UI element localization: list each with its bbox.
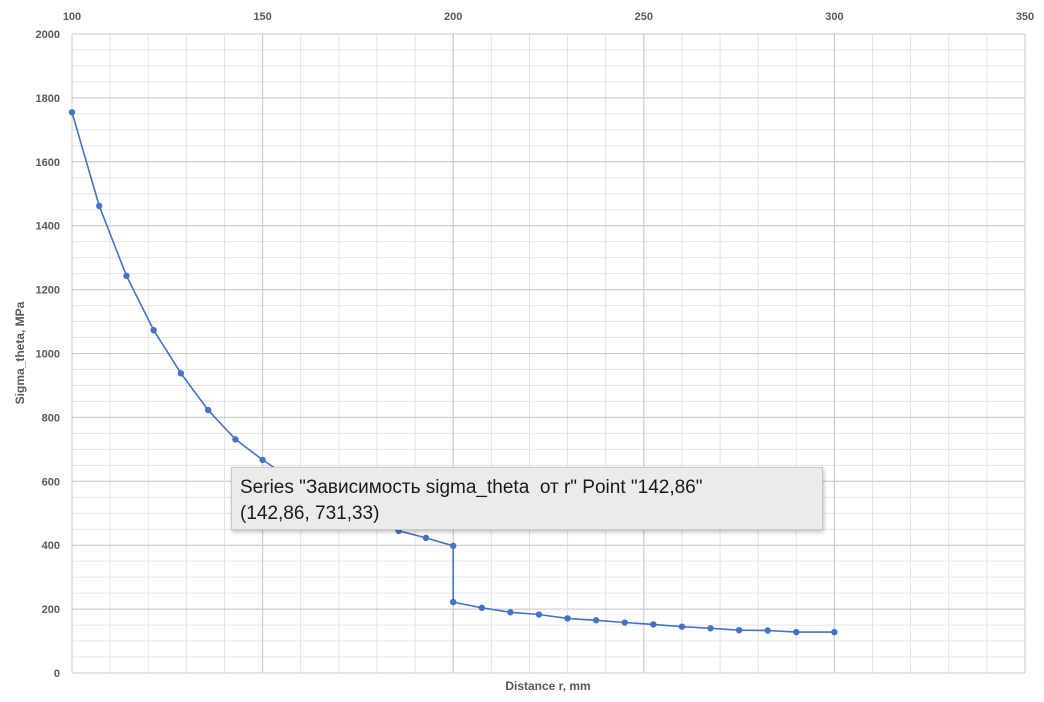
data-point[interactable] bbox=[478, 604, 485, 612]
y-tick-label: 200 bbox=[42, 604, 60, 616]
data-point-tooltip: Series "Зависимость sigma_theta от r" Po… bbox=[231, 467, 823, 530]
y-tick-label: 2000 bbox=[36, 29, 60, 41]
data-point[interactable] bbox=[592, 617, 600, 624]
tooltip-value-line: (142,86, 731,33) bbox=[240, 503, 380, 524]
y-tick-label: 1200 bbox=[36, 285, 60, 297]
data-point[interactable] bbox=[764, 627, 771, 634]
data-point[interactable] bbox=[564, 615, 571, 622]
data-point[interactable] bbox=[450, 542, 457, 550]
data-point[interactable] bbox=[68, 109, 76, 116]
y-tick-label: 1000 bbox=[36, 349, 60, 361]
data-point[interactable] bbox=[535, 611, 543, 618]
y-axis-title: Sigma_theta, MPa bbox=[13, 301, 27, 404]
data-point[interactable] bbox=[177, 370, 185, 377]
data-point[interactable] bbox=[735, 626, 743, 634]
x-tick-label: 250 bbox=[635, 11, 653, 23]
x-tick-label: 100 bbox=[63, 11, 81, 23]
y-tick-label: 0 bbox=[54, 668, 60, 680]
data-point[interactable] bbox=[450, 598, 457, 606]
data-point[interactable] bbox=[232, 436, 239, 443]
data-point[interactable] bbox=[831, 628, 838, 636]
y-tick-label: 1400 bbox=[36, 221, 60, 233]
data-point[interactable] bbox=[678, 623, 686, 630]
y-tick-label: 1800 bbox=[36, 93, 60, 105]
data-point[interactable] bbox=[96, 202, 103, 210]
data-point[interactable] bbox=[422, 534, 430, 542]
y-tick-labels: 0 200 400 600 800 1000 1200 1400 1600 1800 2000 bbox=[36, 29, 60, 680]
x-axis-title: Distance r, mm bbox=[505, 679, 590, 693]
data-point[interactable] bbox=[204, 406, 212, 414]
data-point[interactable] bbox=[621, 619, 628, 626]
y-tick-label: 400 bbox=[42, 540, 60, 552]
x-tick-label: 350 bbox=[1016, 11, 1034, 23]
data-point[interactable] bbox=[259, 456, 266, 464]
tooltip-series-line: Series "Зависимость sigma_theta от r" Po… bbox=[240, 477, 703, 498]
data-point[interactable] bbox=[793, 628, 800, 636]
x-tick-labels: 100 150 200 250 300 350 bbox=[63, 11, 1034, 23]
data-point[interactable] bbox=[507, 609, 514, 616]
data-point[interactable] bbox=[150, 326, 157, 334]
data-point[interactable] bbox=[650, 621, 657, 628]
y-tick-label: 1600 bbox=[36, 157, 60, 169]
data-point[interactable] bbox=[123, 272, 130, 280]
x-tick-label: 300 bbox=[825, 11, 843, 23]
major-gridlines bbox=[71, 33, 1026, 674]
x-tick-label: 200 bbox=[444, 11, 462, 23]
data-point[interactable] bbox=[707, 625, 714, 632]
y-tick-label: 600 bbox=[42, 476, 60, 488]
y-tick-label: 800 bbox=[42, 412, 60, 424]
x-tick-label: 150 bbox=[253, 11, 271, 23]
